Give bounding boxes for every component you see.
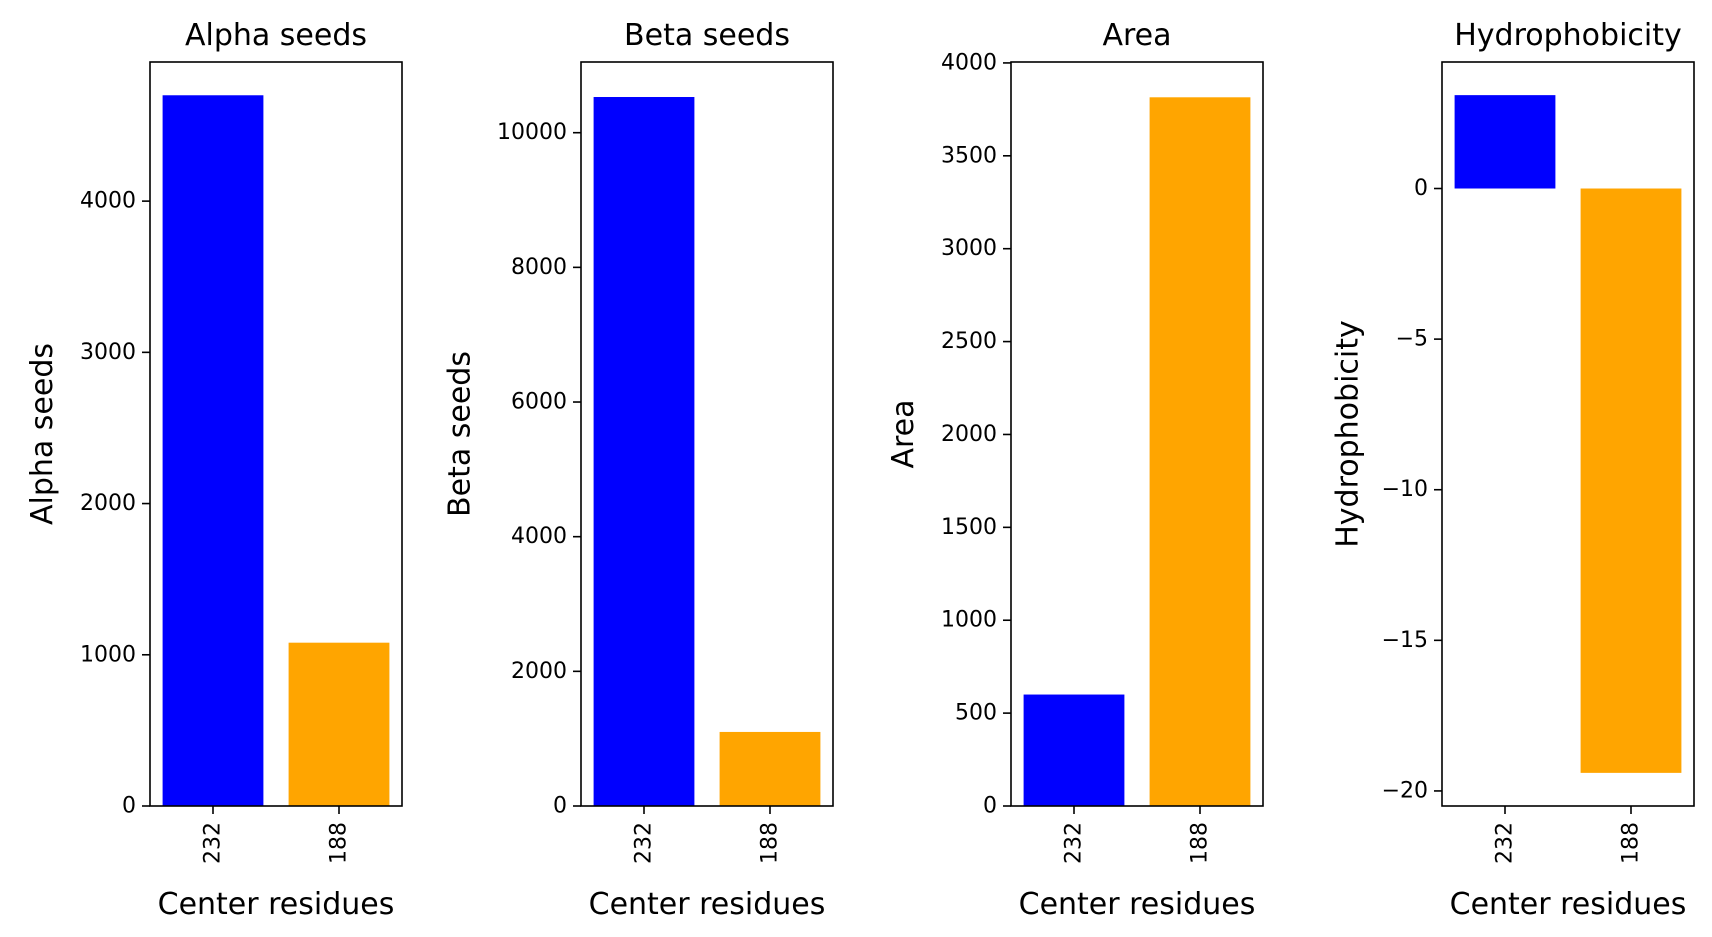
chart-title: Beta seeds [624,18,790,53]
y-tick-label: 8000 [511,255,567,280]
x-tick-label: 232 [632,822,657,864]
x-axis-label: Center residues [1019,887,1256,922]
y-tick-label: 3500 [941,143,997,168]
y-tick-label: 0 [1414,176,1428,201]
y-tick-label: 500 [955,701,997,726]
axes-frame [580,61,834,807]
bar-232 [1454,95,1556,189]
bar-188 [288,642,390,806]
x-tick-label: 188 [327,822,352,864]
y-tick-label: 2000 [511,659,567,684]
chart-title: Hydrophobicity [1454,18,1682,53]
y-tick-label: −10 [1382,477,1428,502]
y-tick-label: −15 [1382,628,1428,653]
y-tick-label: 0 [553,794,567,819]
y-tick-label: 6000 [511,390,567,415]
x-axis-label: Center residues [589,887,826,922]
x-axis-label: Center residues [158,887,395,922]
chart-panel-0: 0 1000 2000 3000 4000 232 188 Alpha seeds Center… [25,18,403,922]
axes-frame [149,61,403,807]
y-tick-label: 0 [983,794,997,819]
chart-title: Area [1102,18,1171,53]
y-tick-label: 10000 [497,120,567,145]
bar-232 [162,95,264,806]
chart-panel-3: 0 −5 −10 −15 −20 232 188 Hydrophobicity Center r… [1331,18,1695,922]
axes-frame [1441,61,1695,807]
y-tick-label: 2000 [80,491,136,516]
y-tick-label: 1000 [941,608,997,633]
y-axis-label: Beta seeds [443,351,478,517]
bar-232 [593,97,695,806]
chart-panel-2: 0 500 1000 1500 2000 2500 3000 3500 4000 232 188 Ar… [886,18,1264,922]
y-tick-label: 3000 [941,236,997,261]
chart-panel-1: 0 2000 4000 6000 8000 10000 232 188 Beta seeds Ce… [443,18,834,922]
bar-188 [1580,188,1682,773]
y-tick-label: 1500 [941,515,997,540]
y-tick-label: −5 [1396,327,1428,352]
y-tick-label: −20 [1382,778,1428,803]
bar-232 [1023,694,1125,806]
x-tick-label: 188 [758,822,783,864]
y-axis-label: Hydrophobicity [1331,320,1366,548]
bar-188 [719,731,821,806]
x-tick-label: 232 [1493,822,1518,864]
y-tick-label: 2000 [941,422,997,447]
x-tick-label: 232 [1062,822,1087,864]
y-tick-label: 0 [122,794,136,819]
y-axis-label: Alpha seeds [25,343,60,525]
x-tick-label: 188 [1188,822,1213,864]
x-axis-label: Center residues [1450,887,1687,922]
bar-188 [1149,97,1251,806]
y-tick-label: 4000 [511,524,567,549]
y-tick-label: 4000 [941,50,997,75]
y-tick-label: 4000 [80,189,136,214]
y-tick-label: 1000 [80,642,136,667]
x-tick-label: 188 [1619,822,1644,864]
y-tick-label: 2500 [941,329,997,354]
y-axis-label: Area [886,399,921,468]
chart-title: Alpha seeds [185,18,367,53]
y-tick-label: 3000 [80,340,136,365]
x-tick-label: 232 [201,822,226,864]
